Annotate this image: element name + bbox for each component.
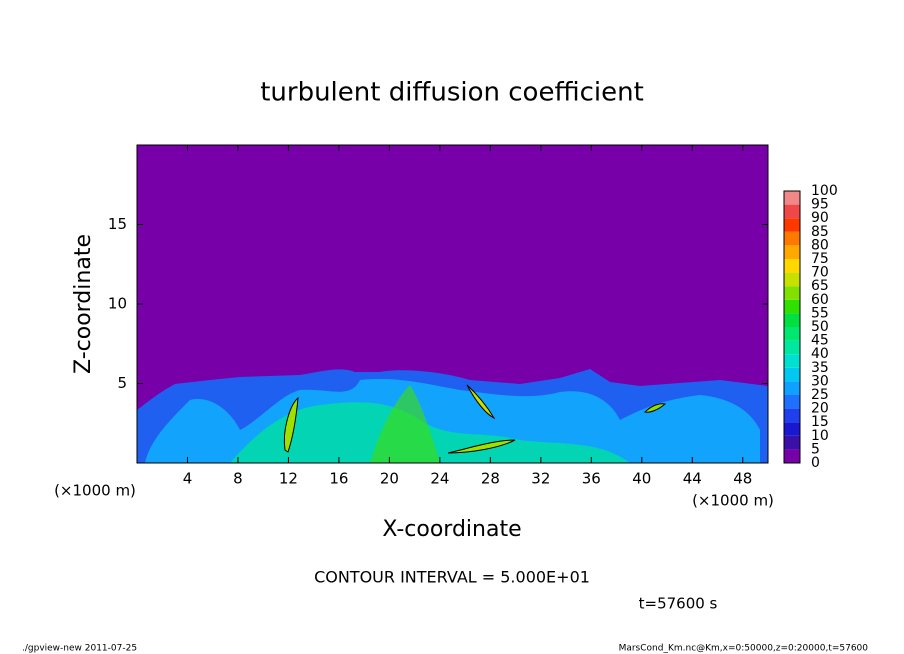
x-tick-label: 48: [733, 470, 752, 488]
x-tick-label: 36: [582, 470, 601, 488]
colorbar-cell: [784, 272, 800, 287]
colorbar-cell: [784, 191, 800, 205]
colorbar-cell: [784, 259, 800, 273]
contour-line: [466, 384, 496, 420]
x-tick-label: 16: [329, 470, 348, 488]
colorbar-label: 5: [811, 441, 820, 457]
x-tick-label: 12: [279, 470, 298, 488]
colorbar-label: 90: [811, 210, 829, 226]
x-tick-label: 40: [632, 470, 651, 488]
colorbar-cell: [784, 435, 800, 450]
x-tick-label: 24: [430, 470, 449, 488]
colorbar-cell: [784, 367, 800, 382]
y-tick-label: 10: [108, 295, 127, 313]
colorbar-label: 55: [811, 305, 829, 321]
colorbar-cell: [784, 313, 800, 327]
colorbar-cell: [784, 408, 800, 423]
colorbar-cell: [784, 231, 800, 246]
colorbar-cell: [784, 204, 800, 219]
footer-right: MarsCond_Km.nc@Km,x=0:50000,z=0:20000,t=…: [619, 644, 869, 654]
colorbar-cell: [784, 395, 800, 409]
x-tick-label: 4: [183, 470, 193, 488]
x-tick-label: 20: [380, 470, 399, 488]
colorbar-cell: [784, 327, 800, 341]
colorbar-cell: [784, 449, 800, 463]
y-tick-label: 5: [117, 374, 127, 392]
colorbar-cell: [784, 381, 800, 395]
field: [136, 144, 769, 464]
colorbar-label: 40: [811, 346, 829, 362]
x-tick-label: 28: [481, 470, 500, 488]
y-axis-title: Z-coordinate: [71, 234, 96, 374]
colorbar-label: 50: [811, 319, 829, 335]
colorbar-label: 60: [811, 292, 829, 308]
x-unit-label: (×1000 m): [54, 482, 136, 500]
colorbar-label: 100: [811, 183, 838, 199]
colorbar-label: 80: [811, 237, 829, 253]
y-tick-label: 15: [108, 215, 127, 233]
contour-line: [643, 403, 667, 413]
turbulent-core: [370, 385, 440, 463]
colorbar-label: 35: [811, 360, 829, 376]
colorbar-cell: [784, 286, 800, 300]
colorbar-frame: [783, 190, 801, 464]
x-tick-label: 8: [233, 470, 243, 488]
colorbar-label: 30: [811, 373, 829, 389]
colorbar-label: 85: [811, 224, 829, 240]
colorbar-label: 95: [811, 197, 829, 213]
x-axis-title: X-coordinate: [382, 517, 521, 542]
x-tick-label: 44: [683, 470, 702, 488]
contour-line: [283, 396, 299, 453]
colorbar-label: 15: [811, 414, 829, 430]
colorbar-cell: [784, 422, 800, 436]
colorbar-cell: [784, 218, 800, 232]
colorbar-cell: [784, 245, 800, 259]
contour-line: [447, 439, 516, 454]
colorbar-label: 75: [811, 251, 829, 267]
footer-left: ./gpview-new 2011-07-25: [22, 644, 137, 654]
x-unit-label: (×1000 m): [692, 492, 774, 510]
time-label: t=57600 s: [639, 595, 718, 613]
colorbar-label: 70: [811, 265, 829, 281]
colorbar-cell: [784, 299, 800, 314]
colorbar-label: 25: [811, 387, 829, 403]
colorbar-label: 0: [811, 455, 820, 471]
chart-title: turbulent diffusion coefficient: [260, 78, 644, 108]
colorbar-cell: [784, 354, 800, 368]
colorbar-label: 20: [811, 401, 829, 417]
colorbar-cell: [784, 340, 800, 355]
colorbar-label: 10: [811, 428, 829, 444]
colorbar-label: 65: [811, 278, 829, 294]
colorbar-label: 45: [811, 333, 829, 349]
contour-interval: CONTOUR INTERVAL = 5.000E+01: [314, 568, 590, 587]
x-tick-label: 32: [531, 470, 550, 488]
